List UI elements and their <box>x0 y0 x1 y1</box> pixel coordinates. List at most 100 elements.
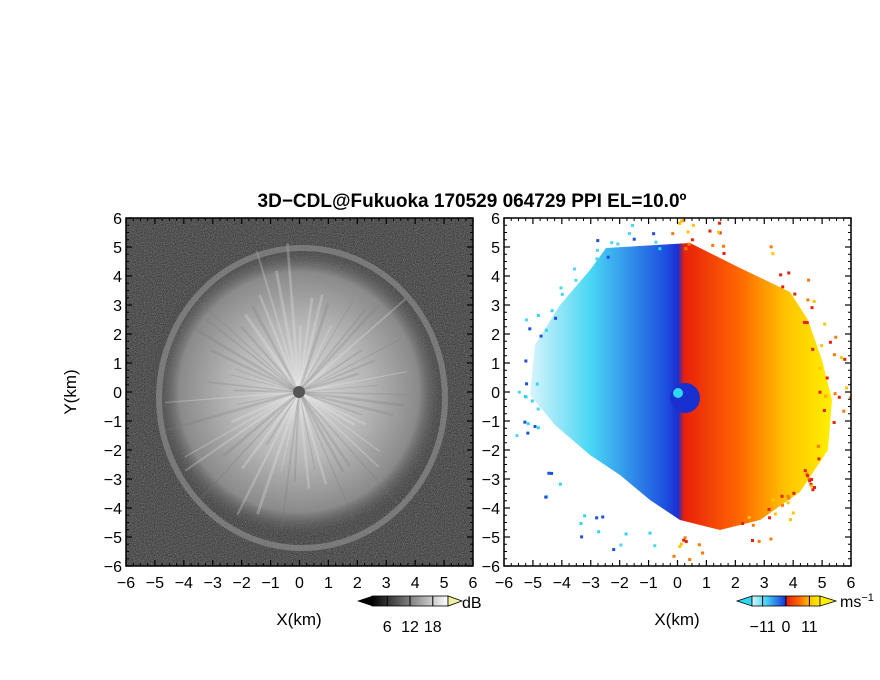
left-streak <box>298 391 380 452</box>
right-colorbar-min-arrow <box>735 595 753 607</box>
right-speckle <box>678 221 682 225</box>
right-speckle <box>550 471 554 475</box>
right-speckle <box>595 248 599 252</box>
right-y-tick-label: 2 <box>491 327 500 344</box>
right-speckle <box>579 521 583 525</box>
right-x-tick-label: −2 <box>611 575 629 592</box>
right-speckle <box>805 472 809 476</box>
left-streak <box>164 391 300 404</box>
right-speckle <box>812 299 816 303</box>
right-y-tick-label: 1 <box>491 356 500 373</box>
right-speckle <box>691 223 695 227</box>
right-speckle <box>632 237 636 241</box>
right-speckle <box>517 390 521 394</box>
left-streak <box>240 325 300 393</box>
left-streak <box>298 372 360 394</box>
left-streak <box>298 390 394 417</box>
right-speckle <box>684 540 688 544</box>
right-speckle <box>690 238 694 242</box>
right-speckle <box>535 382 539 386</box>
right-speckle <box>811 488 815 492</box>
right-speckle <box>828 340 832 344</box>
right-speckle <box>595 516 599 520</box>
right-colorbar-unit-base: ms <box>840 594 861 611</box>
left-y-tick-label: 1 <box>113 356 122 373</box>
right-speckle <box>697 543 701 547</box>
right-speckle <box>792 491 796 495</box>
left-streak <box>293 391 300 482</box>
right-speckle <box>825 376 829 380</box>
right-speckle <box>653 544 657 548</box>
left-streak <box>184 391 300 458</box>
right-speckle <box>595 257 599 261</box>
right-y-tick-label: 3 <box>491 298 500 315</box>
right-y-tick-label: 4 <box>491 269 500 286</box>
right-speckle <box>807 278 811 282</box>
left-y-tick-label: −2 <box>104 443 122 460</box>
right-speckle <box>616 242 620 246</box>
right-speckle <box>773 512 777 516</box>
right-colorbar-tick-label: 11 <box>801 619 818 636</box>
right-speckle <box>560 292 564 296</box>
right-speckle <box>810 306 814 310</box>
right-speckle <box>684 247 688 251</box>
left-y-tick-label: 2 <box>113 327 122 344</box>
right-y-tick-label: 0 <box>491 385 500 402</box>
right-speckle <box>683 536 687 540</box>
right-y-tick-label: −6 <box>482 559 500 576</box>
left-streak <box>298 349 363 393</box>
right-y-tick-label: 5 <box>491 240 500 257</box>
right-speckle <box>818 366 822 370</box>
left-streak <box>280 391 300 527</box>
left-streak <box>255 250 300 393</box>
chart-title: 3D−CDL@Fukuoka 170529 064729 PPI EL=10.0… <box>258 191 687 212</box>
left-streak <box>195 297 300 393</box>
right-speckle <box>573 267 577 271</box>
left-streak <box>165 390 300 432</box>
left-streak <box>297 391 345 473</box>
left-streak <box>199 391 300 500</box>
right-speckle <box>606 255 610 259</box>
left-streak <box>298 299 355 393</box>
right-speckle <box>536 313 540 317</box>
left-streak <box>210 349 300 394</box>
right-speckle <box>741 522 745 526</box>
right-speckle <box>536 426 540 430</box>
right-speckle <box>750 539 754 543</box>
right-speckle <box>786 501 790 505</box>
right-speckle <box>544 495 548 499</box>
right-speckle <box>530 399 534 403</box>
right-panel: −6 −5 −4 −3 −2 −1 0 1 2 3 4 5 6 −6 −5 −4 −3 −2 −1 0 1 2 3 4 5 6 X… <box>482 211 856 629</box>
right-speckle <box>832 353 836 357</box>
left-streak <box>190 325 300 394</box>
right-speckle <box>839 356 843 360</box>
right-speckle <box>747 515 751 519</box>
left-x-tick-label: 3 <box>382 575 391 592</box>
right-speckle <box>810 477 814 481</box>
left-x-tick-label: −5 <box>146 575 164 592</box>
right-speckle <box>845 386 849 390</box>
right-speckle <box>717 230 721 234</box>
right-speckle <box>793 292 797 296</box>
left-y-axis-label: Y(km) <box>61 369 80 414</box>
left-streak <box>258 294 301 393</box>
right-speckle <box>832 421 836 425</box>
right-speckle <box>554 316 558 320</box>
right-speckle <box>757 539 761 543</box>
right-x-tick-label: −4 <box>553 575 571 592</box>
right-x-tick-label: 6 <box>847 575 856 592</box>
left-streak <box>298 298 407 393</box>
right-speckle <box>515 434 519 438</box>
right-speckle <box>558 482 562 486</box>
left-streak <box>298 325 332 393</box>
right-speckle <box>687 242 691 246</box>
right-speckle <box>524 318 528 322</box>
left-streak <box>298 391 355 521</box>
left-streak <box>234 389 300 393</box>
right-speckle <box>718 221 722 225</box>
right-speckle <box>791 511 795 515</box>
right-y-tick-label: 6 <box>491 211 500 228</box>
right-speckle <box>817 457 821 461</box>
left-streak <box>297 391 311 489</box>
right-speckle <box>787 496 791 500</box>
